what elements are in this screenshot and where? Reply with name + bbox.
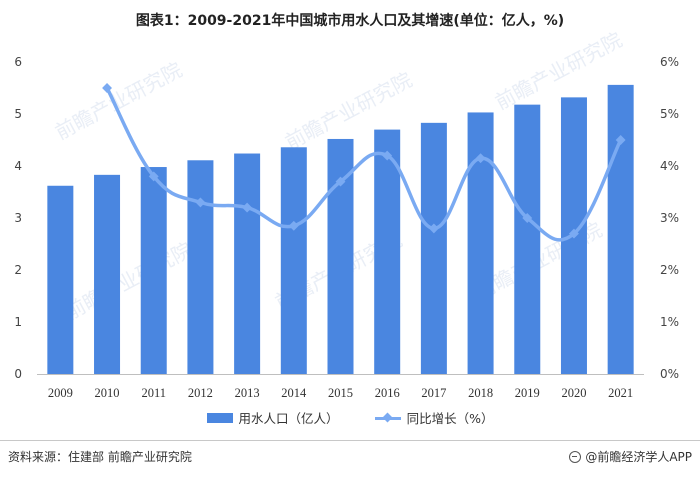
x-tick-label: 2009 [48,386,73,400]
x-tick-label: 2020 [561,386,586,400]
point-2018 [475,153,486,164]
x-tick-label: 2014 [281,386,307,400]
bar-2010 [94,174,121,374]
point-2012 [195,197,206,208]
watermark-text: 前瞻产业研究院 [491,27,626,114]
point-2020 [569,228,579,239]
point-2013 [242,202,253,213]
bar-2009 [47,185,74,374]
bar-2021 [607,84,634,374]
footer-divider [0,440,700,441]
x-tick-label: 2016 [375,386,400,400]
x-tick-label: 2018 [468,386,493,400]
point-2015 [335,176,346,187]
bar-2016 [374,129,401,374]
legend: 用水人口（亿人） 同比增长（%） [0,408,700,427]
point-2014 [288,220,299,231]
left-tick-label: 6 [14,55,22,69]
x-tick-label: 2015 [328,386,353,400]
right-axis: 0% 1% 2% 3% 4% 5% 6% [660,55,679,381]
bar-2013 [234,153,261,374]
bar-2018 [467,112,494,374]
right-tick-label: 6% [660,55,679,69]
point-2019 [522,213,533,223]
left-tick-label: 1 [14,315,22,329]
brand-credit: @前瞻经济学人APP [569,448,692,465]
left-tick-label: 3 [14,211,22,225]
legend-item-bar: 用水人口（亿人） [206,408,339,427]
bar-series [47,84,634,375]
brand-text: @前瞻经济学人APP [585,450,692,464]
x-tick-label: 2010 [95,386,120,400]
point-2010 [102,83,112,93]
legend-item-line: 同比增长（%） [374,408,494,427]
point-2021 [615,135,626,145]
left-tick-label: 0 [14,367,22,381]
x-tick-label: 2011 [141,386,166,400]
left-tick-label: 5 [14,107,22,121]
bar-2019 [514,104,541,374]
legend-line-swatch [374,413,401,423]
point-2017 [428,223,439,234]
right-tick-label: 1% [660,315,679,329]
legend-label-bar: 用水人口（亿人） [238,411,339,426]
right-tick-label: 4% [660,159,679,173]
x-axis: 2009 2010 2011 2012 2013 2014 2015 2016 2017 2018… [48,386,633,400]
bar-2012 [187,160,214,374]
bar-2011 [140,167,167,374]
source-note: 资料来源：住建部 前瞻产业研究院 [8,450,192,464]
watermark-text: 前瞻产业研究院 [51,57,186,144]
right-tick-label: 0% [660,367,679,381]
brand-logo-icon [569,450,582,463]
legend-label-line: 同比增长（%） [406,411,494,426]
point-2016 [382,150,393,161]
legend-bar-swatch [206,412,233,423]
right-tick-label: 5% [660,107,679,121]
bar-2014 [280,147,307,374]
left-tick-label: 4 [14,159,22,173]
point-2011 [148,171,159,182]
x-tick-label: 2021 [608,386,633,400]
x-tick-label: 2017 [421,386,446,400]
x-tick-label: 2013 [235,386,260,400]
right-tick-label: 3% [660,211,679,225]
left-tick-label: 2 [14,263,22,277]
left-axis: 0 1 2 3 4 5 6 [14,55,22,381]
watermark-text: 前瞻产业研究院 [61,237,196,324]
right-tick-label: 2% [660,263,679,277]
x-tick-label: 2012 [188,386,213,400]
bar-2017 [420,122,447,374]
line-series [102,83,626,242]
x-tick-label: 2019 [515,386,540,400]
chart-title: 图表1：2009-2021年中国城市用水人口及其增速(单位：亿人，%) [135,13,565,29]
